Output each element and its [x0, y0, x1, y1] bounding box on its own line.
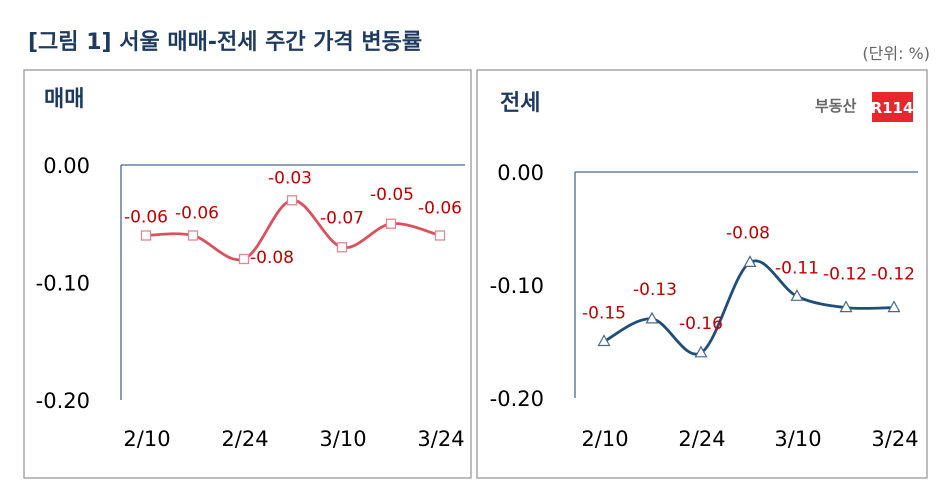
data-point-marker	[743, 255, 757, 267]
x-tick-label: 3/24	[417, 427, 464, 451]
panel-title: 전세	[500, 91, 540, 116]
data-label: -0.07	[320, 208, 364, 228]
data-label: -0.12	[871, 265, 915, 285]
data-point-marker	[887, 300, 901, 313]
x-tick-label: 2/24	[678, 427, 725, 451]
logo-text: 부동산	[815, 97, 857, 115]
data-label: -0.12	[823, 265, 867, 285]
y-tick-label: 0.00	[43, 154, 90, 178]
logo-badge	[872, 92, 913, 122]
data-label: -0.16	[679, 314, 723, 334]
figure-title: [그림 1] 서울 매매-전세 주간 가격 변동률	[28, 30, 423, 55]
data-point-marker	[839, 300, 853, 313]
x-tick-label: 3/10	[319, 427, 366, 451]
chart-panel-1: 전세 0.00 -0.10 -0.20 2/10 2/24 3/10 3/24 -0.15 -0.…	[490, 91, 919, 451]
x-tick-label: 2/24	[221, 427, 268, 451]
data-label: -0.13	[633, 280, 677, 300]
data-label: -0.03	[268, 168, 312, 188]
data-label: -0.08	[726, 223, 770, 243]
y-tick-label: -0.20	[36, 389, 90, 413]
data-label: -0.15	[582, 304, 626, 324]
data-point-marker	[597, 334, 611, 347]
data-point-marker	[385, 218, 397, 229]
data-label: -0.05	[370, 185, 414, 205]
data-point-marker	[286, 195, 298, 206]
x-tick-label: 3/24	[871, 427, 918, 451]
panel-frame-sale	[23, 69, 472, 479]
data-label: -0.06	[418, 199, 462, 219]
x-tick-label: 3/10	[774, 427, 821, 451]
data-point-marker	[434, 230, 446, 241]
chart-panel-0: 매매0.00-0.10-0.202/10 2/24 3/10 3/24-0.06 -0.…	[36, 87, 465, 451]
logo-badge-text: R114	[871, 99, 914, 117]
y-tick-label: 0.00	[497, 161, 544, 185]
data-point-marker	[336, 242, 348, 253]
data-point-marker	[694, 345, 708, 358]
data-label: -0.11	[775, 258, 819, 278]
data-point-marker	[187, 230, 199, 241]
x-tick-label: 2/10	[123, 427, 170, 451]
panel-frame-jeonse	[476, 69, 928, 479]
data-label: -0.06	[124, 208, 168, 228]
unit-label: (단위: %)	[862, 44, 930, 63]
data-label: -0.06	[175, 204, 219, 224]
y-tick-label: -0.10	[490, 274, 544, 298]
data-point-marker	[645, 311, 659, 324]
y-tick-label: -0.20	[490, 387, 544, 411]
y-tick-label: -0.10	[36, 272, 90, 296]
data-point-marker	[790, 289, 804, 301]
data-point-marker	[140, 230, 152, 241]
data-label: -0.08	[250, 248, 294, 268]
logo: 부동산 R114	[815, 92, 913, 122]
x-tick-label: 2/10	[581, 427, 628, 451]
data-point-marker	[238, 253, 250, 265]
panel-title: 매매	[44, 87, 84, 112]
